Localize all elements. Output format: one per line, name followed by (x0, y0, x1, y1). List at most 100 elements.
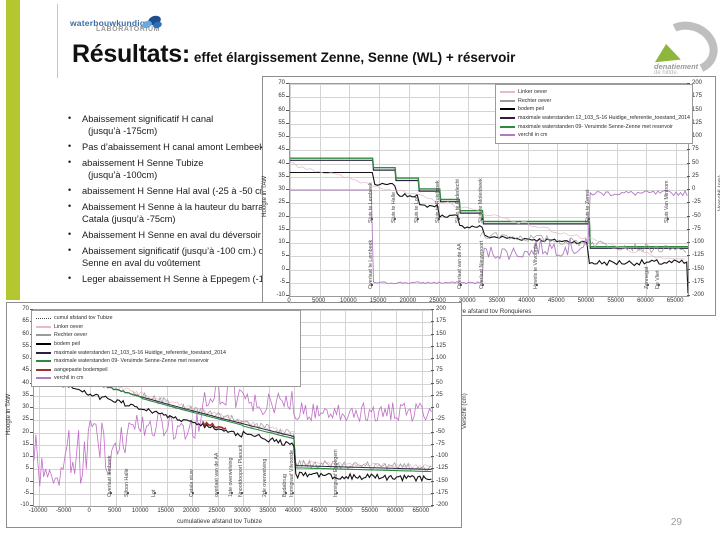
x-tick-label: -10000 (28, 508, 48, 514)
y-tick-label: -10 (20, 502, 29, 508)
x-tick-label: 40000 (284, 508, 302, 514)
legend-swatch (36, 325, 51, 328)
legend-swatch (36, 360, 51, 363)
y2-tick-mark (687, 215, 690, 217)
bullet-item: Abaissement significatif H canal(jusqu’à… (62, 113, 302, 137)
accent-bar (6, 0, 20, 300)
y-tick-label: 15 (278, 225, 285, 232)
y-tick-mark (30, 456, 33, 457)
annotation-marker (292, 492, 295, 494)
bullet-text: Abaissement H Senne à la hauteur du barr… (82, 201, 274, 224)
series-bodem-peil (290, 171, 688, 294)
denaturment-line2: de hiltde. (654, 70, 679, 76)
y-tick-mark (30, 443, 33, 445)
legend-swatch (36, 334, 51, 337)
y2-tick-label: 100 (692, 133, 703, 139)
gridline-h (34, 457, 432, 458)
y2-tick-mark (431, 492, 434, 494)
chart-legend: Linker oever Rechter oever bodem peil maxim… (495, 84, 693, 144)
y2-tick-mark (687, 295, 690, 296)
legend-label: Linker oever (54, 323, 84, 330)
x-tick-label: 40000 (518, 298, 535, 304)
legend-item: Linker oever (500, 88, 688, 97)
x-tick-label: 25000 (429, 298, 446, 304)
series-rechter-oever (132, 391, 432, 472)
chart-annotation-label: Immigraaf Vilvoorde (289, 449, 296, 497)
legend-item: verchil in cm (500, 131, 688, 140)
chart-annotation-label: De Vliet (655, 270, 662, 289)
bullet-text: Leger abaissement H Senne à Eppegem (-10… (82, 273, 285, 284)
legend-item: maximale waterstanden 12_103_S-16 Huidig… (36, 348, 296, 357)
y-tick-mark (286, 228, 289, 230)
x-tick-label: 45000 (310, 508, 328, 514)
legend-item: maximale waterstanden 09- Veruimde Senne… (500, 122, 688, 131)
y-tick-label: 5 (281, 252, 285, 259)
bullet-item: Pas d’abaissement H canal amont Lembeek (62, 141, 302, 154)
y2-tick-mark (431, 407, 434, 408)
x-tick-label: 20000 (182, 508, 200, 514)
y-tick-label: -10 (276, 292, 285, 298)
chart-annotation-label: Immigraaf Eppegem (332, 449, 339, 497)
legend-swatch (36, 343, 51, 346)
gridline-h (34, 408, 432, 409)
y-tick-mark (286, 122, 289, 124)
page-number: 29 (670, 517, 682, 528)
y2-tick-label: -50 (436, 428, 445, 435)
gridline-h (290, 282, 688, 284)
y2-tick-mark (687, 149, 690, 151)
chart-annotation-label: Overlaat Nieuwpoort (479, 240, 486, 289)
x-tick-label: 0 (87, 508, 91, 514)
gridline-h (34, 481, 432, 483)
y-tick-mark (286, 189, 289, 190)
y2-tick-label: 0 (436, 404, 440, 410)
y-tick-label: 0 (25, 477, 29, 484)
bullet-subtext: (jusqu’à -100cm) (88, 169, 158, 180)
annotation-marker (109, 492, 112, 494)
y2-tick-label: -100 (692, 239, 705, 245)
y2-tick-label: -200 (436, 502, 449, 508)
y2-tick-label: -25 (436, 416, 445, 423)
y2-tick-mark (431, 431, 434, 433)
chart-annotation-label: Sluis Van Mintrom (663, 180, 670, 223)
annotation-marker (241, 492, 244, 494)
denaturment-line1: denatiement (654, 62, 699, 71)
legend-swatch (500, 117, 515, 120)
y2-tick-mark (687, 255, 690, 257)
series-bodem-peil (34, 372, 432, 483)
annotation-marker (416, 218, 419, 220)
y-tick-label: 70 (22, 306, 29, 312)
x-tick-label: 10000 (131, 508, 149, 514)
gridline-h (290, 190, 688, 191)
y2-tick-label: 200 (436, 306, 447, 312)
gridline-h (34, 469, 432, 471)
title-divider (57, 4, 58, 78)
series-reference-waterlevel (290, 159, 688, 249)
x-tick-label: 30000 (233, 508, 251, 514)
x-axis-title: cumulatieve afstand tov Tubize (177, 518, 262, 525)
gridline-h (34, 506, 432, 507)
y-tick-mark (30, 468, 33, 470)
annotation-marker (482, 284, 485, 286)
y-tick-mark (286, 215, 289, 217)
legend-item: Rechter oever (36, 331, 296, 340)
x-tick-label: 55000 (607, 298, 625, 304)
x-tick-label: 15000 (157, 508, 174, 514)
page-title: Résultats: effet élargissement Zenne, Sen… (72, 40, 515, 69)
chart-annotation-label: Hevels te Vilvoorde (533, 243, 540, 289)
y-tick-mark (30, 431, 33, 433)
bullet-item: Abaissement H Senne à la hauteur du barr… (62, 201, 302, 225)
annotation-marker (393, 218, 396, 220)
series-reservoir-waterlevel (290, 157, 688, 248)
x-tick-label: 5000 (312, 298, 326, 304)
y2-tick-label: -175 (692, 278, 705, 285)
x-tick-label: 65000 (412, 508, 430, 514)
chart-legend: cumul afstand tov Tubize Linker oever Rech… (31, 310, 301, 387)
gridline-h (34, 493, 432, 495)
y-tick-mark (30, 492, 33, 494)
annotation-marker (587, 218, 590, 220)
y2-tick-mark (687, 83, 690, 84)
legend-item: bodem peil (500, 105, 688, 114)
y2-tick-mark (431, 419, 434, 421)
denaturment-logo: denatiement de hiltde. (648, 14, 720, 82)
x-tick-label: 65000 (666, 298, 684, 304)
